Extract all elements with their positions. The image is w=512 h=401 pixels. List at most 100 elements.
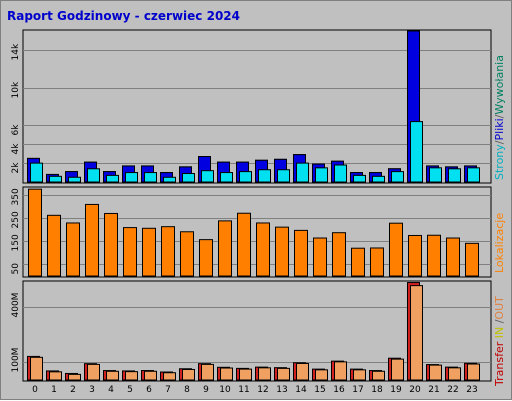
transfer-out-bar [239,368,252,381]
legend-sep-3: / [493,319,506,326]
x-tick-label: 20 [409,385,421,395]
x-tick-label: 18 [371,385,383,395]
legend-sep-1: / [493,140,506,144]
transfer-out-bar [182,368,195,381]
transfer-out-bar [106,370,119,381]
y-tick-label: 350 [11,188,21,205]
transfer-out-bar [296,362,309,381]
pages-bar [334,164,347,183]
sites-bar [142,227,156,277]
sites-bar [123,227,137,277]
pages-bar [410,121,423,183]
y-tick-label: 250 [11,211,21,228]
pages-bar [30,162,43,183]
x-tick-label: 17 [352,385,363,395]
x-tick-label: 5 [127,385,133,395]
pages-bar [201,170,214,183]
sites-bar [427,234,441,277]
transfer-out-bar [353,369,366,381]
y-tick-label: 150 [11,234,21,251]
pages-bar [353,174,366,183]
pages-bar [163,176,176,183]
sites-bar [28,188,42,277]
y-tick-label: 400M [11,293,21,318]
x-tick-label: 7 [165,385,171,395]
x-tick-label: 4 [108,385,114,395]
sites-bar [370,247,384,277]
legend-pages: Strony [493,144,506,180]
pages-bar [372,175,385,183]
pages-bar [144,172,157,183]
hits-legend: Strony/Pliki/Wywołania [493,55,506,180]
legend-transfer: Transfer [493,341,506,387]
pages-bar [258,169,271,183]
sites-bar [199,239,213,277]
transfer-out-bar [391,358,404,381]
pages-bar [277,169,290,183]
sites-bar [256,222,270,277]
legend-out: OUT [493,296,506,320]
sites-bar [47,214,61,277]
transfer-out-bar [30,356,43,381]
x-tick-label: 19 [390,385,402,395]
transfer-out-bar [144,370,157,381]
chart-title: Raport Godzinowy - czerwiec 2024 [7,9,240,23]
x-tick-label: 21 [428,385,439,395]
x-tick-label: 8 [184,385,190,395]
x-tick-label: 13 [276,385,287,395]
transfer-out-bar [87,363,100,381]
x-tick-label: 22 [447,385,458,395]
transfer-out-bar [49,371,62,381]
x-tick-label: 11 [238,385,249,395]
x-tick-label: 14 [295,385,307,395]
transfer-out-bar [68,373,81,381]
pages-bar [467,167,480,183]
sites-bar [332,232,346,277]
transfer-out-bar [448,367,461,381]
pages-bar [448,168,461,183]
y-tick-label: 10k [11,81,21,98]
y-tick-label: 14k [11,43,21,60]
x-tick-label: 9 [203,385,209,395]
pages-bar [87,168,100,183]
sites-bar [446,237,460,277]
transfer-out-bar [220,367,233,381]
x-tick-label: 6 [146,385,152,395]
y-tick-label: 2k [11,162,21,174]
pages-bar [239,171,252,183]
x-tick-label: 16 [333,385,345,395]
x-tick-label: 10 [219,385,231,395]
pages-bar [182,173,195,183]
transfer-out-bar [467,363,480,381]
legend-files: Pliki [493,118,506,140]
legend-sep-2: / [493,114,506,118]
sites-bar [465,242,479,277]
x-tick-label: 12 [257,385,268,395]
sites-bar [66,222,80,277]
sites-bar [351,247,365,277]
sites-legend: Lokalizacje [493,213,506,273]
sites-bar [180,231,194,277]
pages-bar [106,174,119,183]
x-tick-label: 0 [32,385,38,395]
sites-bar [85,203,99,277]
x-tick-label: 3 [89,385,95,395]
x-tick-label: 15 [314,385,325,395]
transfer-out-bar [429,364,442,381]
transfer-out-bar [163,372,176,381]
pages-bar [429,167,442,183]
sites-bar [313,237,327,277]
legend-in: IN [493,327,506,342]
transfer-out-bar [410,285,423,381]
transfer-legend: Transfer IN /OUT [493,296,506,387]
sites-bar [161,226,175,277]
y-tick-label: 50 [11,263,21,275]
transfer-out-bar [277,367,290,381]
transfer-out-bar [315,369,328,381]
x-tick-label: 2 [70,385,76,395]
pages-bar [49,175,62,183]
y-tick-label: 100M [11,348,21,373]
sites-bar [275,226,289,277]
sites-bar [218,220,232,277]
